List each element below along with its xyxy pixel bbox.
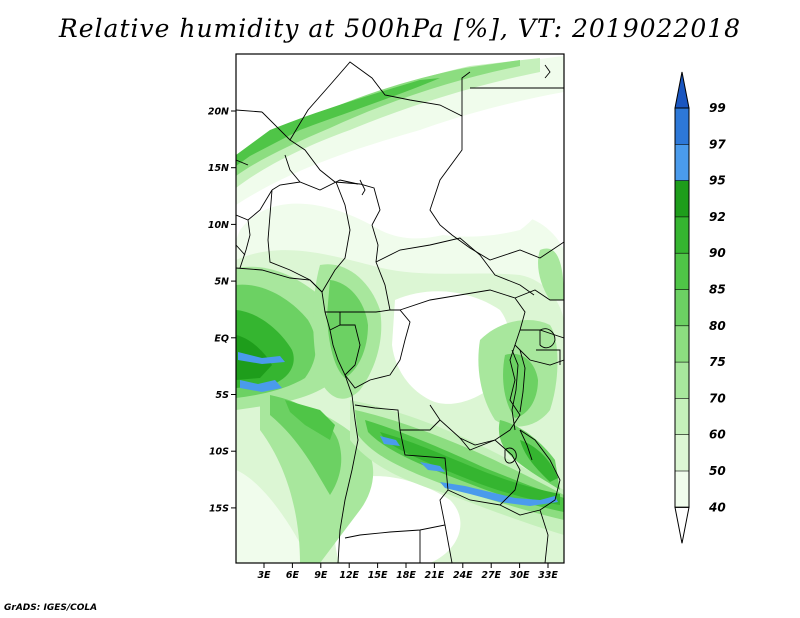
colorbar-label: 95 xyxy=(709,174,726,188)
lat-label: 10S xyxy=(209,447,229,458)
colorbar-swatch xyxy=(675,253,689,290)
lon-label: 30E xyxy=(510,570,530,581)
lon-label: 33E xyxy=(538,570,558,581)
lon-label: 21E xyxy=(425,570,445,581)
colorbar-label: 70 xyxy=(709,391,726,405)
lat-label: 10N xyxy=(208,220,229,231)
colorbar-swatch xyxy=(675,216,689,254)
lon-label: 15E xyxy=(368,570,388,581)
colorbar-label: 85 xyxy=(709,283,726,297)
colorbar-swatch xyxy=(675,108,689,145)
colorbar-label: 40 xyxy=(708,500,726,514)
lat-label: EQ xyxy=(214,333,229,344)
lat-label: 5S xyxy=(216,390,230,401)
colorbar-label: 50 xyxy=(709,464,726,478)
colorbar-swatch xyxy=(675,398,689,435)
lon-label: 12E xyxy=(339,570,359,581)
lat-label: 5N xyxy=(214,277,229,288)
colorbar-swatch xyxy=(675,289,689,326)
lon-label: 6E xyxy=(286,570,300,581)
colorbar-swatch xyxy=(675,362,689,399)
colorbar-swatch xyxy=(675,180,689,217)
colorbar: 99 97 95 92 90 85 80 75 70 60 50 40 xyxy=(674,71,726,544)
colorbar-label: 92 xyxy=(709,210,726,224)
colorbar-top-arrow xyxy=(674,71,690,109)
lon-label: 3E xyxy=(257,570,271,581)
colorbar-label: 99 xyxy=(709,101,726,115)
colorbar-label: 75 xyxy=(709,355,726,369)
lon-label: 24E xyxy=(453,570,473,581)
colorbar-label: 90 xyxy=(709,246,726,260)
lat-label: 15N xyxy=(208,163,229,174)
colorbar-label: 80 xyxy=(709,319,726,333)
latitude-axis: 20N 15N 10N 5N EQ 5S 10S 15S xyxy=(208,107,236,514)
lon-label: 27E xyxy=(481,570,501,581)
map-frame xyxy=(235,53,565,564)
humidity-field xyxy=(236,54,564,563)
lon-label: 9E xyxy=(314,570,328,581)
lat-label: 15S xyxy=(209,503,229,514)
colorbar-swatch xyxy=(675,325,689,363)
lat-label: 20N xyxy=(208,107,229,118)
lon-label: 18E xyxy=(396,570,416,581)
map-title: Relative humidity at 500hPa [%], VT: 201… xyxy=(58,14,742,43)
longitude-axis: 3E 6E 9E 12E 15E 18E 21E 24E 27E 30E 33E xyxy=(257,563,558,581)
credit-label: GrADS: IGES/COLA xyxy=(4,603,98,613)
colorbar-bottom-arrow xyxy=(674,506,690,544)
colorbar-swatch xyxy=(675,434,689,471)
colorbar-swatch xyxy=(675,471,689,508)
colorbar-swatch xyxy=(675,144,689,181)
country-borders xyxy=(236,61,564,563)
colorbar-label: 97 xyxy=(709,137,726,151)
colorbar-label: 60 xyxy=(709,428,726,442)
